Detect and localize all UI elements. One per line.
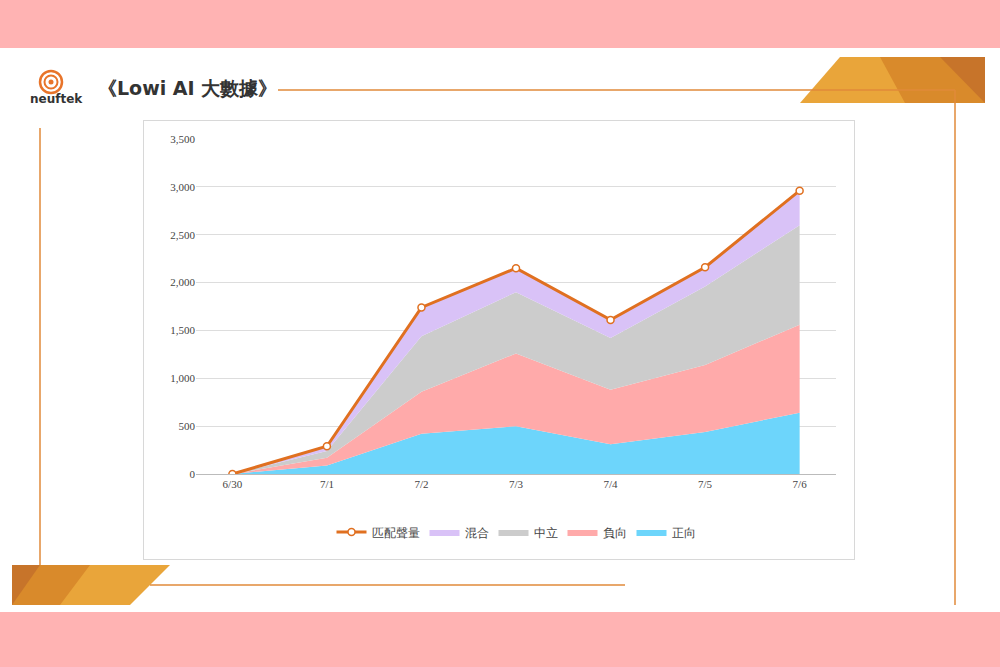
svg-text:匹配聲量: 匹配聲量 (372, 526, 420, 540)
svg-text:2,500: 2,500 (170, 229, 195, 241)
svg-text:3,000: 3,000 (170, 181, 195, 193)
svg-text:7/4: 7/4 (604, 478, 619, 490)
svg-text:7/2: 7/2 (414, 478, 428, 490)
svg-text:混合: 混合 (465, 526, 489, 540)
html-text:neuftek: neuftek (30, 92, 83, 106)
svg-text:2,000: 2,000 (170, 276, 195, 288)
svg-text:7/5: 7/5 (698, 478, 713, 490)
svg-text:負向: 負向 (603, 526, 627, 540)
svg-text:正向: 正向 (672, 526, 696, 540)
svg-text:1,500: 1,500 (170, 324, 195, 336)
svg-text:7/3: 7/3 (509, 478, 524, 490)
html-text:《Lowi AI 大數據》: 《Lowi AI 大數據》 (98, 77, 278, 99)
svg-text:中立: 中立 (534, 526, 558, 540)
svg-text:7/6: 7/6 (793, 478, 808, 490)
svg-text:6/30: 6/30 (223, 478, 243, 490)
svg-text:0: 0 (190, 468, 196, 480)
svg-text:500: 500 (179, 420, 196, 432)
svg-text:7/1: 7/1 (320, 478, 334, 490)
svg-text:1,000: 1,000 (170, 372, 195, 384)
svg-text:3,500: 3,500 (170, 133, 195, 145)
